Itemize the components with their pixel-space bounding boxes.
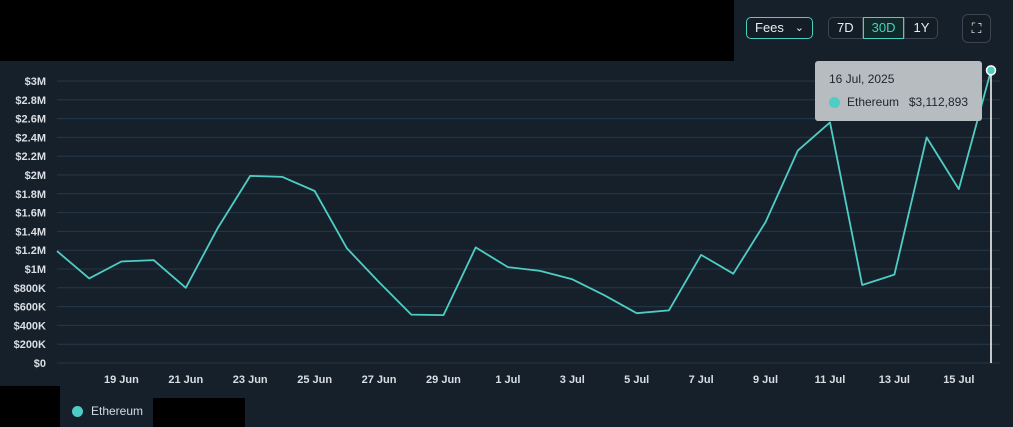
tooltip-series-name: Ethereum: [847, 95, 900, 109]
range-selector: 7D 30D 1Y: [828, 17, 939, 39]
x-tick-label: 23 Jun: [233, 374, 268, 386]
x-tick-label: 19 Jun: [104, 374, 139, 386]
x-tick-label: 21 Jun: [168, 374, 203, 386]
y-tick-label: $0: [34, 358, 46, 370]
y-tick-label: $400K: [14, 320, 46, 332]
y-tick-label: $1.8M: [15, 189, 46, 201]
range-30d-button[interactable]: 30D: [862, 17, 905, 39]
redacted-footer-left: [0, 386, 60, 427]
y-tick-label: $2M: [25, 170, 46, 182]
tooltip-row: Ethereum $3,112,893: [829, 95, 970, 109]
x-tick-label: 25 Jun: [297, 374, 332, 386]
x-tick-label: 3 Jul: [560, 374, 585, 386]
tooltip-series-dot: [829, 96, 840, 108]
x-tick-label: 7 Jul: [689, 374, 714, 386]
y-tick-label: $2.6M: [15, 114, 46, 126]
x-tick-label: 5 Jul: [624, 374, 649, 386]
y-tick-label: $3M: [25, 76, 46, 88]
y-tick-label: $800K: [14, 283, 46, 295]
tooltip-value: $3,112,893: [908, 95, 968, 109]
y-tick-label: $1.6M: [15, 208, 46, 220]
y-tick-label: $600K: [14, 302, 46, 314]
hover-point: [985, 65, 997, 76]
y-tick-label: $1.4M: [15, 226, 46, 238]
series-line-ethereum: [56, 70, 992, 317]
chevron-down-icon: ⌄: [794, 22, 804, 34]
expand-icon: ⛶: [971, 20, 982, 36]
expand-button[interactable]: ⛶: [962, 14, 991, 43]
x-tick-label: 11 Jul: [815, 374, 846, 386]
y-tick-label: $2.2M: [15, 151, 46, 163]
chart-toolbar: Fees ⌄ 7D 30D 1Y ⛶: [746, 14, 1013, 44]
redacted-header-block: [0, 0, 734, 61]
x-tick-label: 27 Jun: [362, 374, 397, 386]
x-tick-label: 13 Jul: [879, 374, 910, 386]
range-7d-button[interactable]: 7D: [828, 17, 863, 39]
range-1y-button[interactable]: 1Y: [904, 17, 939, 39]
chart-legend: Ethereum: [72, 404, 143, 418]
y-tick-label: $1M: [25, 264, 46, 276]
y-tick-label: $200K: [14, 339, 46, 351]
y-tick-label: $1.2M: [15, 245, 46, 257]
legend-dot-ethereum: [72, 405, 83, 417]
metric-dropdown[interactable]: Fees ⌄: [746, 17, 813, 39]
metric-dropdown-label: Fees: [755, 20, 784, 35]
y-tick-label: $2.4M: [15, 132, 46, 144]
x-tick-label: 1 Jul: [495, 374, 520, 386]
chart-tooltip: 16 Jul, 2025 Ethereum $3,112,893: [815, 61, 982, 121]
tooltip-date: 16 Jul, 2025: [829, 72, 895, 86]
x-tick-label: 15 Jul: [943, 374, 974, 386]
x-tick-label: 9 Jul: [753, 374, 778, 386]
x-tick-label: 29 Jun: [426, 374, 461, 386]
legend-label-ethereum[interactable]: Ethereum: [91, 404, 144, 418]
y-tick-label: $2.8M: [15, 95, 46, 107]
redacted-footer-block: [153, 398, 245, 427]
